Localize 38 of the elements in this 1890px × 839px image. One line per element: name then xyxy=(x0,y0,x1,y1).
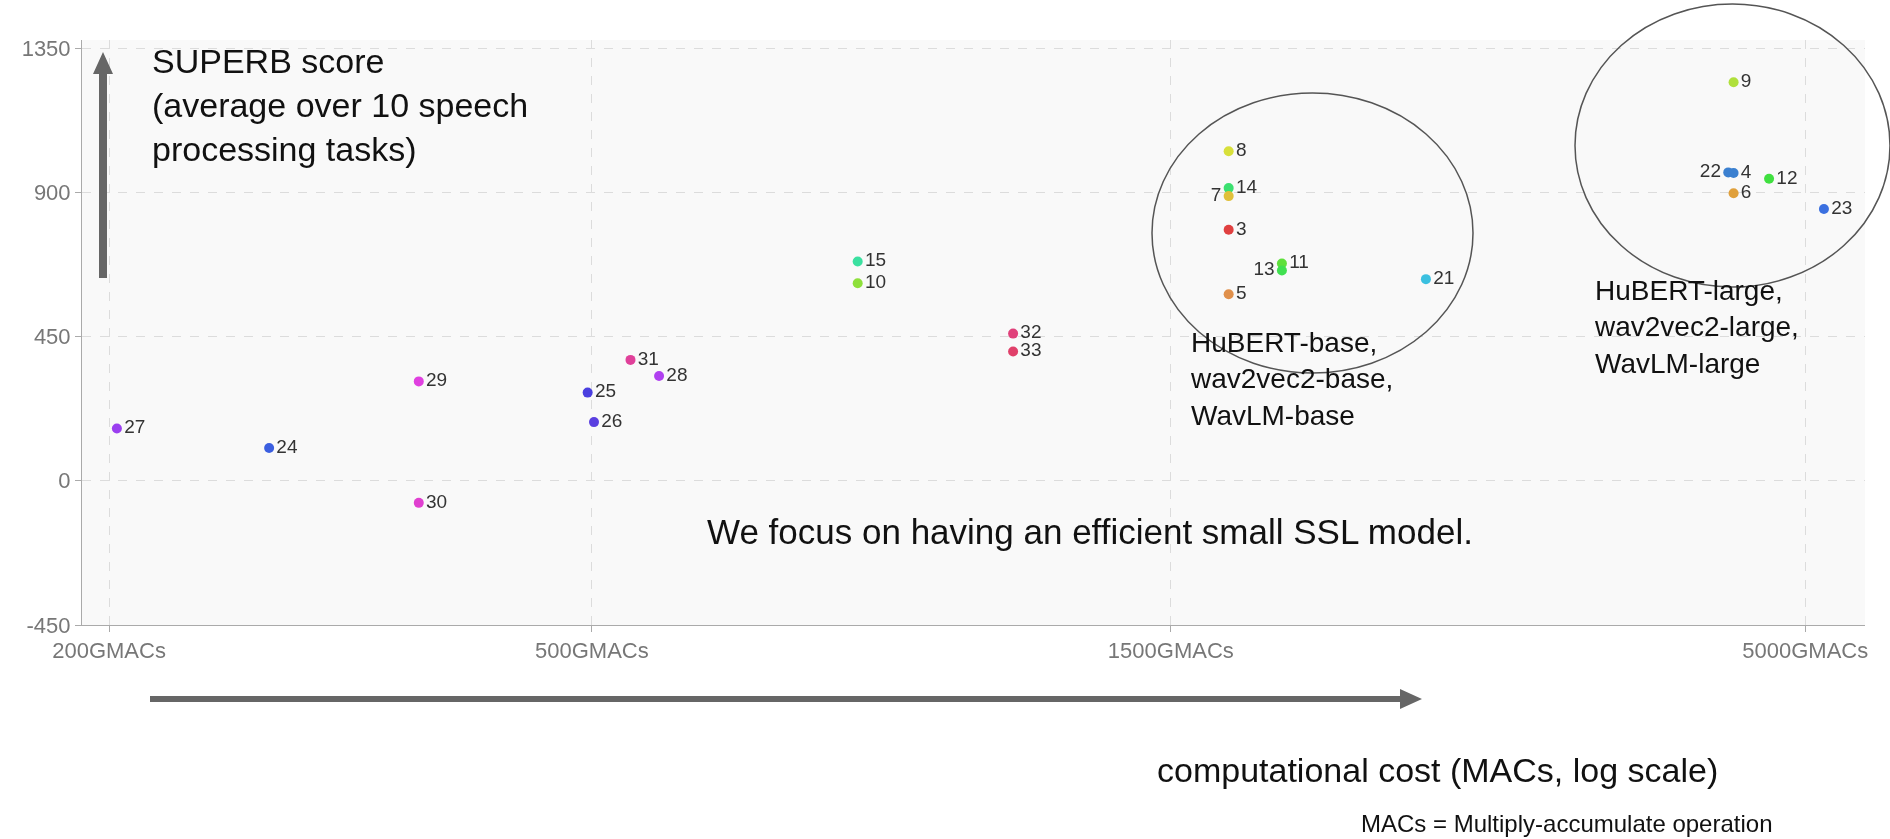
series-label: 30 xyxy=(426,490,448,512)
series-label: 25 xyxy=(594,380,617,402)
series-label: 26 xyxy=(601,409,623,431)
series-label: 22 xyxy=(1699,160,1721,182)
y-tick-label: 0 xyxy=(58,468,71,494)
x-axis-title: computational cost (MACs, log scale) xyxy=(1157,751,1719,789)
x-tick-label: 500GMACs xyxy=(535,638,649,664)
series-label: 27 xyxy=(124,416,146,438)
annotation: HuBERT-large, wav2vec2-large, WavLM-large xyxy=(1594,275,1799,379)
series-label: 15 xyxy=(864,249,887,271)
text: MACs = Multiply-accumulate operation xyxy=(1361,810,1773,837)
series-label: 7 xyxy=(1210,183,1222,205)
series-label: 3 xyxy=(1235,217,1247,239)
series-label: 6 xyxy=(1740,180,1752,202)
y-axis-title: SUPERB score (average over 10 speech processing tasks) xyxy=(152,42,529,169)
series-label: 21 xyxy=(1433,266,1455,288)
x-tick-label: 5000GMACs xyxy=(1742,638,1869,664)
series-label: 23 xyxy=(1831,196,1853,218)
x-tick-label: 200GMACs xyxy=(52,638,166,664)
series-label: 14 xyxy=(1235,175,1258,197)
series-label: 13 xyxy=(1253,258,1275,280)
series-label: 28 xyxy=(666,363,688,385)
y-tick-label: 1350 xyxy=(21,35,71,61)
series-label: 11 xyxy=(1289,251,1309,273)
annotation: We focus on having an efficient small SSL model. xyxy=(707,512,1473,551)
series-label: 12 xyxy=(1776,166,1798,188)
series-label: 10 xyxy=(864,271,887,293)
x-tick-label: 1500GMACs xyxy=(1107,638,1234,664)
series-label: 8 xyxy=(1235,138,1247,160)
series-label: 9 xyxy=(1740,70,1752,92)
y-tick-label: 450 xyxy=(33,324,71,350)
series-label: 24 xyxy=(276,435,298,457)
series-label: 4 xyxy=(1740,160,1752,182)
series-label: 29 xyxy=(426,369,448,391)
series-label: 31 xyxy=(637,347,659,369)
series-label: 5 xyxy=(1235,281,1247,303)
y-tick-label: 900 xyxy=(33,179,71,205)
y-tick-label: -450 xyxy=(26,612,71,638)
